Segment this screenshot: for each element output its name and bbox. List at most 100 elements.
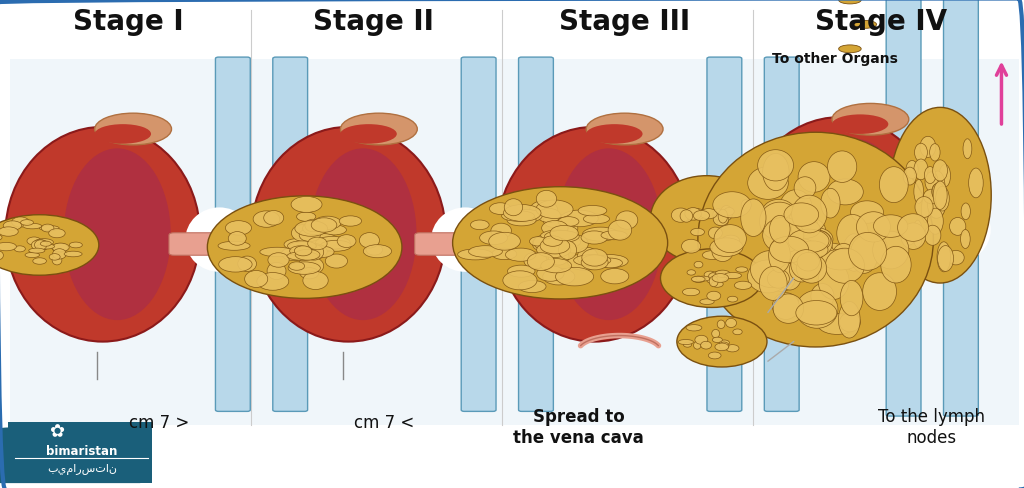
FancyBboxPatch shape — [10, 49, 1019, 425]
Ellipse shape — [291, 241, 314, 254]
Ellipse shape — [772, 293, 800, 320]
Ellipse shape — [290, 242, 316, 250]
Ellipse shape — [932, 184, 941, 199]
FancyBboxPatch shape — [216, 215, 306, 244]
Ellipse shape — [238, 256, 256, 271]
Ellipse shape — [538, 208, 560, 223]
Ellipse shape — [267, 263, 286, 280]
FancyBboxPatch shape — [943, 0, 978, 416]
Ellipse shape — [507, 215, 537, 226]
Ellipse shape — [488, 232, 520, 250]
Wedge shape — [0, 427, 140, 483]
Ellipse shape — [251, 127, 445, 342]
Ellipse shape — [292, 242, 315, 255]
Ellipse shape — [724, 272, 741, 279]
Ellipse shape — [827, 179, 863, 205]
Ellipse shape — [724, 207, 734, 215]
Ellipse shape — [282, 248, 303, 259]
Ellipse shape — [930, 143, 940, 161]
Ellipse shape — [856, 212, 891, 242]
Ellipse shape — [294, 246, 312, 256]
Bar — [10, 7, 1019, 59]
Ellipse shape — [518, 281, 546, 293]
Ellipse shape — [925, 166, 936, 183]
Ellipse shape — [573, 255, 610, 266]
Ellipse shape — [791, 250, 821, 279]
Ellipse shape — [713, 337, 722, 343]
Ellipse shape — [686, 325, 701, 331]
Ellipse shape — [935, 186, 944, 205]
Text: To other Organs: To other Organs — [772, 52, 897, 66]
Ellipse shape — [796, 234, 826, 264]
Text: Stage III: Stage III — [559, 8, 690, 36]
Ellipse shape — [841, 281, 863, 316]
Ellipse shape — [713, 209, 724, 220]
Ellipse shape — [793, 230, 819, 264]
Text: ✿: ✿ — [49, 423, 63, 441]
Ellipse shape — [712, 241, 733, 262]
Text: Stage IV: Stage IV — [814, 8, 947, 36]
FancyBboxPatch shape — [462, 215, 552, 244]
Ellipse shape — [650, 176, 763, 264]
Ellipse shape — [25, 252, 40, 258]
Ellipse shape — [712, 329, 720, 338]
Ellipse shape — [687, 270, 695, 275]
Ellipse shape — [497, 127, 691, 342]
Ellipse shape — [800, 227, 833, 251]
Ellipse shape — [963, 139, 972, 159]
Ellipse shape — [290, 246, 310, 256]
Ellipse shape — [713, 192, 752, 218]
Ellipse shape — [782, 211, 819, 250]
Ellipse shape — [741, 200, 751, 211]
Ellipse shape — [719, 342, 729, 349]
Ellipse shape — [555, 267, 594, 286]
Ellipse shape — [699, 299, 714, 305]
Ellipse shape — [678, 340, 693, 345]
Ellipse shape — [751, 250, 792, 287]
Ellipse shape — [758, 150, 794, 181]
FancyBboxPatch shape — [660, 228, 722, 250]
Ellipse shape — [801, 139, 908, 310]
Ellipse shape — [295, 249, 319, 260]
Ellipse shape — [40, 241, 51, 246]
Ellipse shape — [555, 148, 663, 320]
Ellipse shape — [545, 230, 580, 243]
Ellipse shape — [537, 242, 571, 258]
Ellipse shape — [306, 234, 341, 252]
Ellipse shape — [913, 220, 923, 247]
Ellipse shape — [268, 253, 289, 267]
Ellipse shape — [837, 215, 868, 252]
Ellipse shape — [938, 245, 953, 271]
Ellipse shape — [733, 329, 742, 335]
Ellipse shape — [41, 224, 54, 232]
Ellipse shape — [307, 246, 334, 258]
Ellipse shape — [710, 238, 743, 256]
Ellipse shape — [796, 301, 837, 325]
Ellipse shape — [840, 313, 860, 332]
FancyBboxPatch shape — [518, 57, 553, 411]
Ellipse shape — [608, 220, 632, 240]
Ellipse shape — [705, 271, 716, 279]
Ellipse shape — [479, 231, 508, 244]
Ellipse shape — [760, 202, 800, 241]
Ellipse shape — [881, 246, 911, 283]
Text: cm 7 >: cm 7 > — [129, 414, 188, 432]
Ellipse shape — [537, 265, 564, 281]
Ellipse shape — [697, 132, 934, 347]
Ellipse shape — [0, 243, 16, 251]
Ellipse shape — [558, 217, 579, 226]
Ellipse shape — [582, 255, 608, 270]
Ellipse shape — [714, 212, 729, 226]
Ellipse shape — [340, 124, 397, 143]
Text: Stage I: Stage I — [73, 8, 183, 36]
Ellipse shape — [304, 244, 324, 260]
Ellipse shape — [14, 246, 26, 252]
Ellipse shape — [767, 269, 790, 288]
FancyBboxPatch shape — [708, 215, 798, 244]
Ellipse shape — [851, 201, 884, 223]
Ellipse shape — [314, 216, 341, 229]
Ellipse shape — [70, 242, 82, 248]
Ellipse shape — [543, 214, 566, 228]
Ellipse shape — [548, 236, 581, 248]
Ellipse shape — [796, 243, 834, 262]
